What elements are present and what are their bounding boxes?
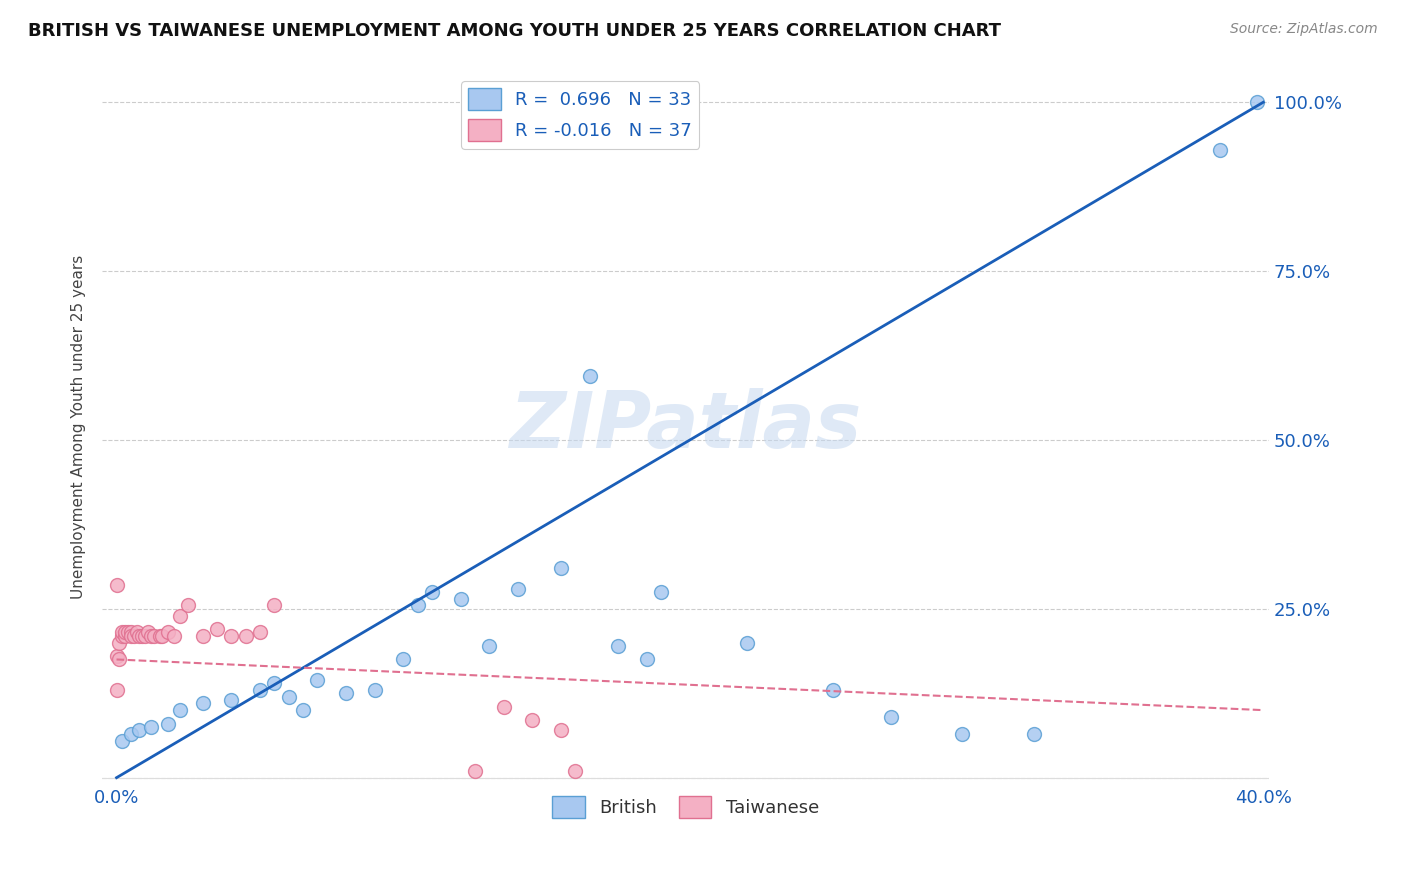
Point	[128, 723, 150, 738]
Point	[139, 720, 162, 734]
Point	[950, 727, 973, 741]
Point	[105, 578, 128, 592]
Text: BRITISH VS TAIWANESE UNEMPLOYMENT AMONG YOUTH UNDER 25 YEARS CORRELATION CHART: BRITISH VS TAIWANESE UNEMPLOYMENT AMONG …	[28, 22, 1001, 40]
Point	[550, 561, 572, 575]
Point	[157, 625, 180, 640]
Point	[120, 625, 142, 640]
Point	[157, 716, 180, 731]
Point	[263, 599, 285, 613]
Point	[114, 629, 136, 643]
Text: ZIPatlas: ZIPatlas	[509, 389, 862, 465]
Point	[420, 585, 443, 599]
Point	[169, 703, 191, 717]
Point	[105, 649, 128, 664]
Point	[392, 652, 415, 666]
Point	[564, 764, 586, 778]
Text: Source: ZipAtlas.com: Source: ZipAtlas.com	[1230, 22, 1378, 37]
Point	[307, 673, 329, 687]
Point	[464, 764, 486, 778]
Point	[235, 629, 257, 643]
Point	[636, 652, 658, 666]
Point	[122, 629, 145, 643]
Point	[152, 629, 174, 643]
Point	[406, 599, 429, 613]
Point	[335, 686, 357, 700]
Point	[277, 690, 299, 704]
Point	[117, 625, 139, 640]
Point	[139, 629, 162, 643]
Point	[163, 629, 186, 643]
Point	[125, 625, 148, 640]
Point	[263, 676, 285, 690]
Point	[108, 635, 131, 649]
Point	[191, 629, 214, 643]
Point	[478, 639, 501, 653]
Point	[363, 682, 385, 697]
Point	[291, 703, 314, 717]
Point	[131, 629, 153, 643]
Point	[142, 629, 165, 643]
Point	[219, 693, 242, 707]
Point	[111, 629, 134, 643]
Point	[169, 608, 191, 623]
Point	[111, 625, 134, 640]
Point	[506, 582, 529, 596]
Point	[1022, 727, 1045, 741]
Point	[607, 639, 630, 653]
Point	[136, 625, 159, 640]
Point	[177, 599, 200, 613]
Legend: British, Taiwanese: British, Taiwanese	[546, 789, 827, 825]
Point	[120, 629, 142, 643]
Point	[492, 699, 515, 714]
Point	[105, 682, 128, 697]
Point	[823, 682, 845, 697]
Point	[249, 625, 271, 640]
Point	[1209, 143, 1232, 157]
Point	[128, 629, 150, 643]
Point	[249, 682, 271, 697]
Point	[205, 622, 228, 636]
Point	[879, 710, 901, 724]
Point	[134, 629, 156, 643]
Point	[108, 652, 131, 666]
Point	[148, 629, 170, 643]
Point	[450, 591, 472, 606]
Point	[114, 625, 136, 640]
Point	[191, 697, 214, 711]
Point	[522, 713, 544, 727]
Point	[735, 635, 758, 649]
Y-axis label: Unemployment Among Youth under 25 years: Unemployment Among Youth under 25 years	[72, 254, 86, 599]
Point	[550, 723, 572, 738]
Point	[219, 629, 242, 643]
Point	[650, 585, 672, 599]
Point	[1246, 95, 1268, 110]
Point	[578, 368, 600, 383]
Point	[111, 733, 134, 747]
Point	[120, 727, 142, 741]
